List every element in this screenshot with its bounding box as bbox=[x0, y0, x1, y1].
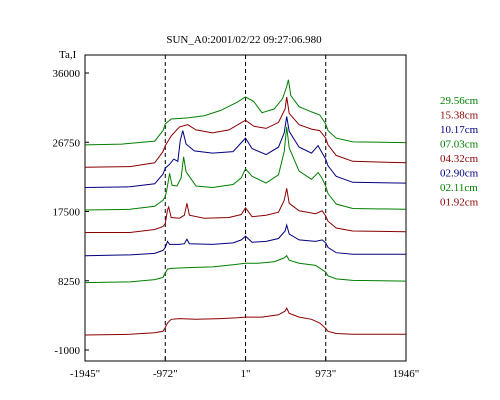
series-line bbox=[84, 96, 407, 168]
x-tick-label: 1946" bbox=[393, 368, 420, 380]
legend: 29.56cm 15.38cm 10.17cm 07.03cm 04.32cm 02.90… bbox=[440, 95, 479, 209]
series-line bbox=[84, 126, 407, 211]
x-tick-label: 1" bbox=[241, 368, 251, 380]
series-line bbox=[84, 254, 407, 284]
legend-entry: 02.90cm bbox=[440, 168, 479, 180]
legend-entry: 07.03cm bbox=[440, 139, 479, 151]
y-axis: -1000 8250 17500 26750 36000 bbox=[53, 68, 89, 357]
legend-entry: 29.56cm bbox=[440, 95, 479, 107]
series-line bbox=[85, 188, 407, 233]
legend-entry: 15.38cm bbox=[440, 110, 479, 122]
legend-entry: 04.32cm bbox=[440, 153, 479, 165]
chart-title: SUN_A0:2001/02/22 09:27:06.980 bbox=[166, 34, 322, 46]
series-line bbox=[84, 79, 407, 146]
series-line bbox=[84, 306, 406, 336]
series-line bbox=[84, 223, 406, 257]
y-tick-label: -1000 bbox=[54, 345, 80, 357]
y-tick-label: 26750 bbox=[53, 137, 81, 149]
reference-lines bbox=[164, 55, 327, 361]
x-tick-label: 973" bbox=[315, 368, 336, 380]
y-axis-label: Ta,I bbox=[59, 49, 77, 61]
series-group bbox=[84, 79, 407, 336]
x-axis: -1945" -972" 1" 973" 1946" bbox=[70, 357, 419, 380]
legend-entry: 02.11cm bbox=[440, 182, 478, 194]
x-tick-label: -972" bbox=[153, 368, 178, 380]
y-tick-label: 36000 bbox=[53, 68, 81, 80]
legend-entry: 01.92cm bbox=[440, 197, 479, 209]
y-tick-label: 8250 bbox=[58, 276, 81, 288]
series-line bbox=[84, 116, 407, 188]
x-tick-label: -1945" bbox=[70, 368, 100, 380]
legend-entry: 10.17cm bbox=[440, 124, 479, 136]
y-tick-label: 17500 bbox=[53, 207, 81, 219]
